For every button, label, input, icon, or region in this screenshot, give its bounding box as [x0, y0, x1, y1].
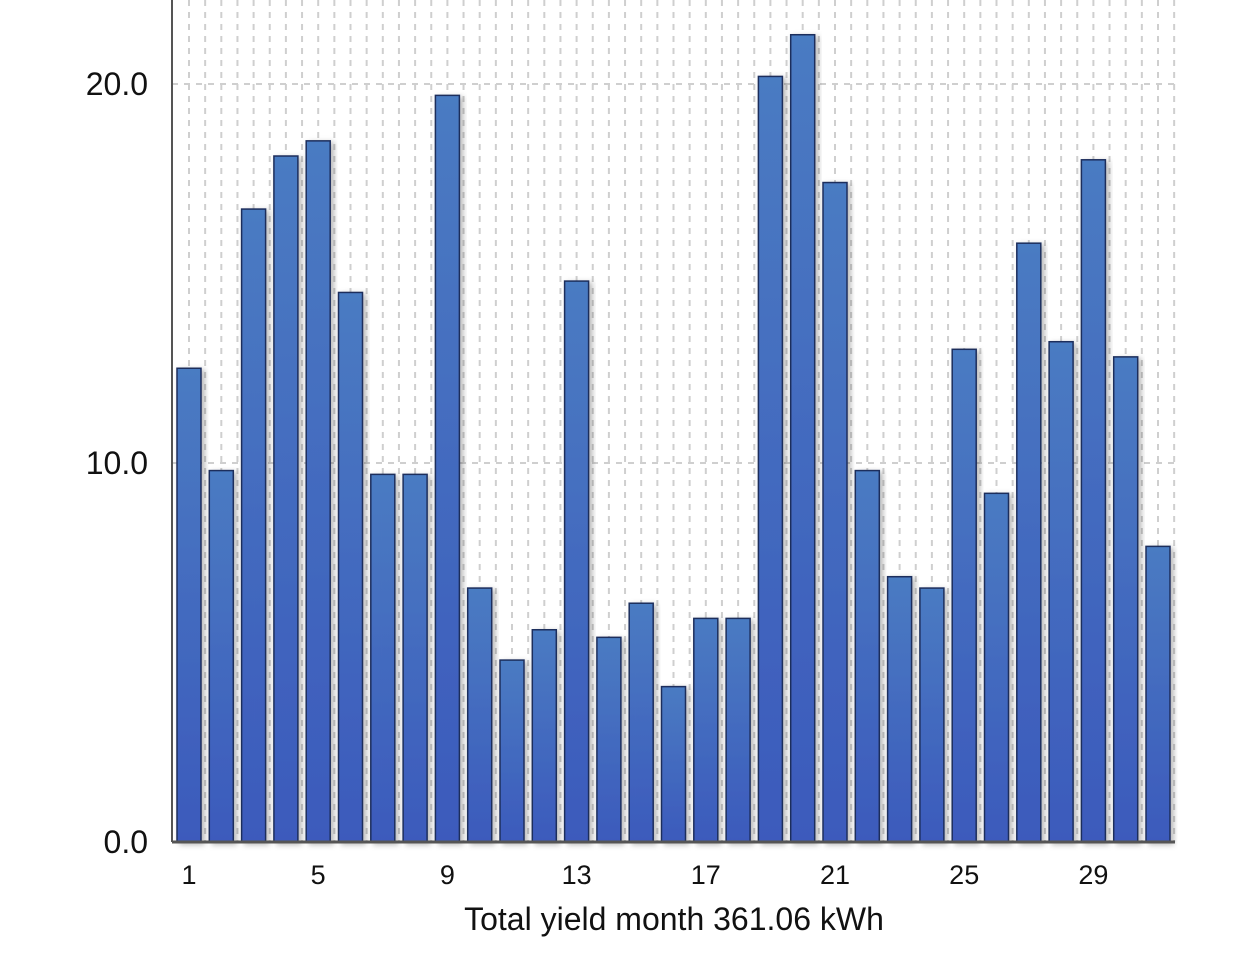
bar-day-10 [466, 587, 493, 843]
x-tick-label: 25 [949, 860, 979, 890]
x-axis-label: Total yield month 361.06 kWh [464, 901, 884, 937]
bar-day-16 [660, 685, 687, 843]
bar-day-9 [434, 94, 461, 843]
bar-day-22 [854, 469, 881, 843]
bar-day-6 [337, 291, 364, 843]
bar-day-29 [1080, 159, 1107, 843]
bar-day-1 [176, 367, 202, 843]
bar-day-30 [1112, 356, 1139, 843]
x-tick-label: 17 [691, 860, 721, 890]
bar-day-12 [531, 629, 558, 843]
bar-day-27 [1016, 242, 1042, 843]
bar-day-3 [240, 208, 267, 843]
bar-day-26 [983, 492, 1010, 843]
x-tick-label: 21 [820, 860, 850, 890]
bar-day-25 [951, 348, 977, 843]
tick-labels: 0.0 10.0 20.0 1 5 9 13 17 21 25 29 [86, 66, 1109, 890]
bar-day-18 [725, 617, 751, 843]
bar-day-13 [563, 280, 590, 843]
bar-day-14 [596, 636, 622, 843]
x-tick-label: 29 [1078, 860, 1108, 890]
bar-day-23 [886, 575, 913, 843]
bar-day-5 [305, 140, 331, 843]
bar-day-17 [693, 617, 719, 843]
bar-day-20 [789, 33, 816, 843]
x-tick-label: 9 [440, 860, 455, 890]
y-tick-label: 10.0 [86, 445, 148, 481]
bar-day-24 [919, 587, 945, 843]
bar-day-15 [628, 602, 654, 843]
bar-day-8 [402, 473, 428, 843]
x-tick-label: 13 [562, 860, 592, 890]
bar-day-2 [208, 469, 235, 843]
y-tick-label: 0.0 [104, 824, 148, 860]
x-tick-label: 1 [181, 860, 196, 890]
bar-day-28 [1048, 340, 1074, 843]
bar-day-19 [757, 75, 784, 843]
bar-day-4 [273, 155, 299, 843]
x-tick-label: 5 [311, 860, 326, 890]
bar-day-31 [1145, 545, 1171, 843]
y-tick-label: 20.0 [86, 66, 148, 102]
bar-day-11 [499, 659, 525, 843]
bars [176, 33, 1171, 843]
bar-day-21 [822, 181, 848, 843]
axes [171, 0, 1175, 844]
bar-day-7 [370, 473, 396, 843]
